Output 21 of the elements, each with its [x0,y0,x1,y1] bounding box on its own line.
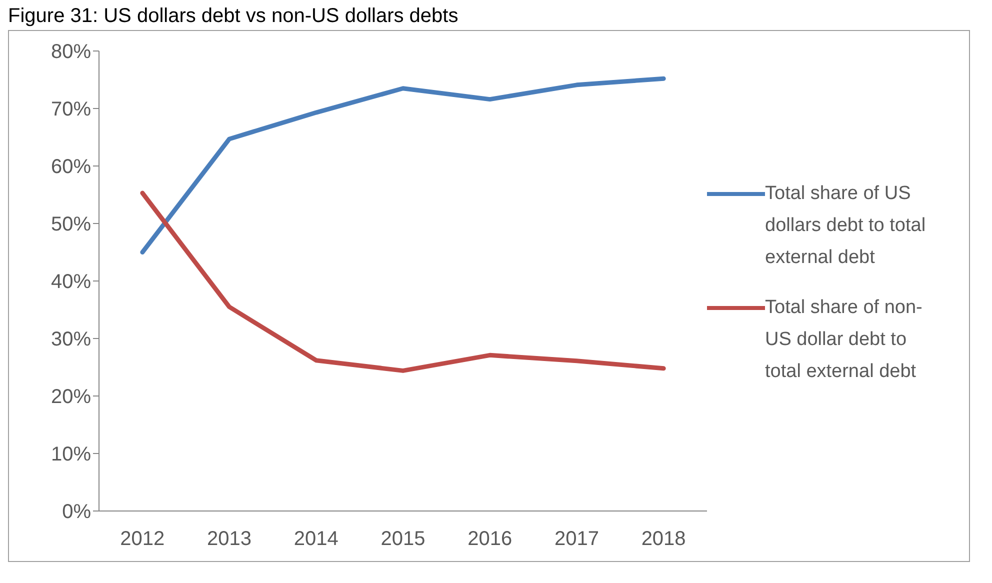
chart-title: Figure 31: US dollars debt vs non-US dollars debts [8,4,460,29]
x-tick-label: 2012 [120,528,165,550]
x-tick-label: 2013 [207,528,252,550]
y-tick-label: 50% [50,214,92,236]
y-tick-label: 40% [50,271,92,294]
y-tick-label: 10% [50,444,92,466]
y-tick-label: 0% [62,501,92,524]
x-tick-label: 2015 [380,528,426,550]
y-tick-label: 70% [50,98,92,121]
y-tick-label: 20% [50,386,92,408]
x-tick-label: 2018 [641,528,686,550]
y-tick-label: 60% [50,156,92,178]
line-series [140,76,666,254]
legend-label: Total share of non-US dollar debt to total external debt [765,296,924,384]
x-tick-label: 2017 [554,528,599,550]
y-tick-label: 80% [50,41,92,64]
line-series [140,190,666,373]
x-tick-label: 2016 [468,528,512,550]
x-tick-label: 2014 [294,528,338,550]
legend-label: Total share of US dollars debt to total external debt [765,182,927,270]
y-tick-label: 30% [50,328,92,351]
